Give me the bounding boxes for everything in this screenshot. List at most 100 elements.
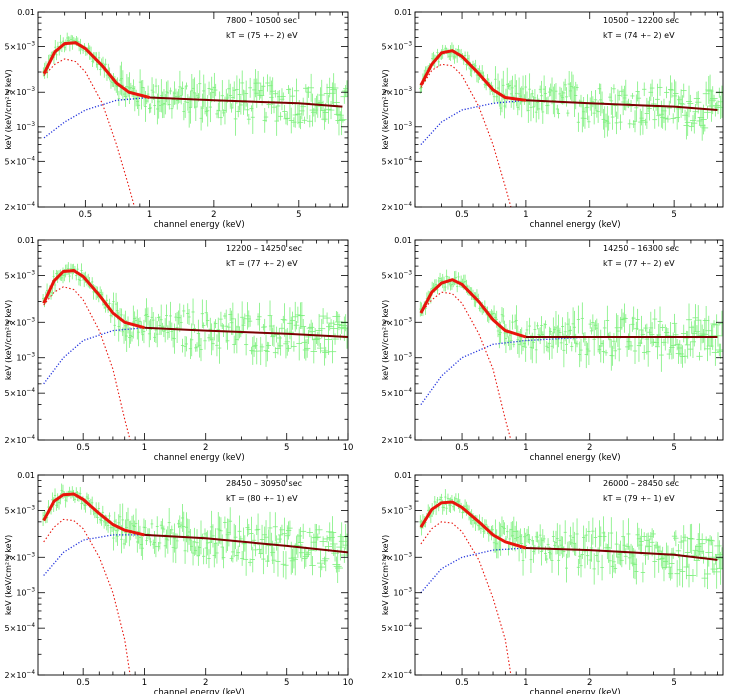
y-tick-label: 2×10−4 — [5, 435, 36, 445]
time-interval-label: 10500 – 12200 sec — [603, 16, 679, 25]
total-model-line — [42, 41, 150, 99]
y-tick-label: 5×10−4 — [5, 623, 36, 633]
y-tick-label: 5×10−4 — [382, 623, 413, 633]
x-tick-label: 0.5 — [455, 210, 469, 220]
temperature-label: kT = (80 +– 1) eV — [226, 494, 298, 503]
y-tick-label: 10−3 — [16, 353, 35, 363]
x-tick-label: 1 — [523, 678, 528, 688]
y-tick-label: 2×10−3 — [5, 552, 36, 562]
x-tick-label: 5 — [671, 678, 676, 688]
powerlaw-component-line — [43, 534, 348, 576]
x-tick-label: 5 — [671, 443, 676, 453]
x-tick-label: 1 — [523, 443, 528, 453]
total-model-line-high-energy — [144, 326, 348, 338]
plot-area — [419, 269, 723, 440]
plot-frame — [37, 474, 349, 676]
spectrum-panel: 0.5 1 2 5 0.01 5×10−3 2×10−3 10−3 5×10−4 2×10−4 ch… — [381, 471, 724, 694]
y-tick-label: 2×10−3 — [382, 317, 413, 327]
plot-area — [419, 42, 723, 207]
observed-spectrum — [42, 32, 348, 136]
y-tick-label: 0.01 — [17, 8, 35, 17]
x-axis-label: channel energy (keV) — [530, 220, 621, 230]
y-tick-label: 0.01 — [394, 236, 412, 245]
total-model-line — [419, 500, 527, 550]
y-tick-label: 5×10−4 — [382, 388, 413, 398]
spectrum-panel: 0.5 1 2 5 0.01 5×10−3 2×10−3 10−3 5×10−4 2×10−4 ch… — [381, 236, 724, 463]
y-axis-label: keV (keV/cm² s keV) — [4, 535, 13, 615]
y-tick-label: 0.01 — [17, 471, 35, 480]
blackbody-component-line — [43, 286, 131, 440]
time-interval-label: 7800 – 10500 sec — [226, 16, 297, 25]
y-tick-label: 2×10−4 — [382, 670, 413, 680]
blackbody-component-line — [420, 291, 512, 440]
y-tick-label: 5×10−3 — [5, 505, 36, 515]
y-tick-label: 2×10−3 — [382, 552, 413, 562]
time-interval-label: 14250 – 16300 sec — [603, 244, 679, 253]
y-tick-label: 2×10−4 — [382, 435, 413, 445]
powerlaw-component-line — [420, 99, 718, 146]
time-interval-label: 12200 – 14250 sec — [226, 244, 302, 253]
observed-spectrum — [41, 483, 348, 584]
plot-area — [419, 489, 723, 675]
x-axis-label: channel energy (keV) — [530, 453, 621, 463]
temperature-label: kT = (77 +– 2) eV — [226, 259, 298, 268]
y-tick-label: 10−3 — [393, 353, 412, 363]
x-tick-label: 2 — [587, 678, 592, 688]
y-axis-label: keV (keV/cm² s keV) — [381, 300, 390, 380]
y-tick-label: 2×10−4 — [382, 202, 413, 212]
y-tick-label: 0.01 — [394, 8, 412, 17]
y-tick-label: 2×10−3 — [5, 317, 36, 327]
y-axis-label: keV (keV/cm² s keV) — [4, 69, 13, 149]
x-axis-label: channel energy (keV) — [530, 688, 621, 694]
powerlaw-component-line — [43, 327, 348, 385]
total-model-line — [42, 492, 145, 537]
x-tick-label: 2 — [211, 210, 216, 220]
y-tick-label: 2×10−3 — [5, 87, 36, 97]
x-tick-label: 0.5 — [76, 443, 90, 453]
spectrum-panel: 0.5 1 2 5 0.01 5×10−3 2×10−3 10−3 5×10−4 2×10−4 ch… — [381, 8, 724, 230]
x-tick-label: 1 — [142, 443, 147, 453]
blackbody-component-line — [43, 58, 136, 207]
x-tick-label: 10 — [343, 678, 354, 688]
temperature-label: kT = (75 +– 2) eV — [226, 31, 298, 40]
time-interval-label: 26000 – 28450 sec — [603, 479, 679, 488]
plot-frame — [414, 11, 724, 208]
total-model-line — [419, 278, 527, 339]
x-tick-label: 0.5 — [76, 678, 90, 688]
powerlaw-component-line — [420, 336, 718, 405]
spectrum-panel: 0.5 1 2 5 10 0.01 5×10−3 2×10−3 10−3 5×10−4 2×10−4… — [4, 471, 353, 694]
temperature-label: kT = (77 +– 2) eV — [603, 259, 675, 268]
x-tick-label: 2 — [203, 443, 208, 453]
y-tick-label: 5×10−3 — [382, 42, 413, 52]
x-tick-label: 5 — [296, 210, 301, 220]
y-tick-label: 2×10−3 — [382, 87, 413, 97]
spectrum-panel: 0.5 1 2 5 0.01 5×10−3 2×10−3 10−3 5×10−4 2×10−4 ch… — [4, 8, 349, 230]
total-model-line-high-energy — [149, 96, 343, 108]
plot-frame — [414, 239, 724, 441]
total-model-line — [42, 269, 145, 330]
x-tick-label: 5 — [284, 443, 289, 453]
y-tick-label: 10−3 — [16, 122, 35, 132]
plot-area — [41, 262, 348, 440]
total-model-line-high-energy — [525, 547, 718, 561]
y-tick-label: 5×10−3 — [382, 505, 413, 515]
y-tick-label: 0.01 — [17, 236, 35, 245]
observed-spectrum — [419, 489, 723, 590]
y-tick-label: 10−3 — [393, 588, 412, 598]
x-tick-label: 2 — [587, 443, 592, 453]
y-tick-label: 5×10−4 — [382, 156, 413, 166]
total-model-line — [419, 49, 527, 102]
x-tick-label: 2 — [587, 210, 592, 220]
y-tick-label: 5×10−3 — [5, 270, 36, 280]
y-axis-label: keV (keV/cm² s keV) — [381, 535, 390, 615]
time-interval-label: 28450 – 30950 sec — [226, 479, 302, 488]
total-model-line-high-energy — [525, 99, 718, 111]
x-axis-label: channel energy (keV) — [154, 453, 245, 463]
total-model-line-high-energy — [144, 533, 348, 554]
temperature-label: kT = (74 +– 2) eV — [603, 31, 675, 40]
observed-spectrum — [419, 42, 723, 141]
x-axis-label: channel energy (keV) — [154, 688, 245, 694]
x-axis-label: channel energy (keV) — [154, 220, 245, 230]
y-tick-label: 2×10−4 — [5, 202, 36, 212]
temperature-label: kT = (79 +– 1) eV — [603, 494, 675, 503]
